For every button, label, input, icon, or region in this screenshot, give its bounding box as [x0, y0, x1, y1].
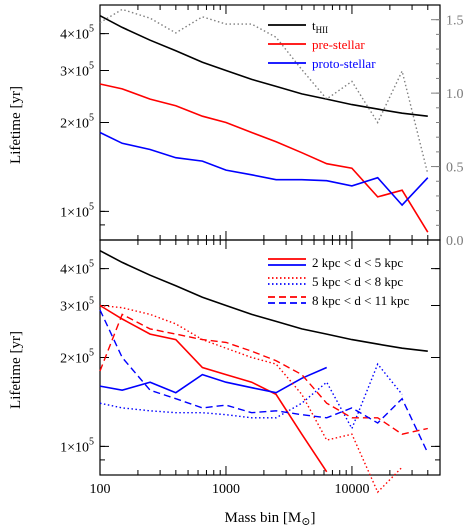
- y-tick-label: 4×105: [60, 259, 94, 278]
- legend-label-text: proto-stellar: [312, 56, 376, 71]
- series-line-1: [99, 83, 429, 233]
- x-tick-label: 1000: [212, 482, 240, 497]
- x-tick-label: 10000: [334, 482, 369, 497]
- legend-label: 5 kpc < d < 8 kpc: [312, 274, 403, 289]
- series-line-1: [99, 304, 328, 473]
- y-tick-label: 4×105: [60, 24, 94, 43]
- legend-label-subscript: HII: [316, 25, 329, 35]
- right-y-tick-label: 1.5: [446, 14, 463, 29]
- y-tick-label-exponent: 5: [89, 259, 94, 270]
- y-tick-label: 3×105: [60, 61, 94, 80]
- bottom-y-axis-label: Lifetime [yr]: [8, 331, 24, 409]
- legend: 2 kpc < d < 5 kpc 5 kpc < d < 8 kpc 8 kpc …: [268, 255, 409, 308]
- series-line-0: [99, 249, 428, 352]
- y-tick-label: 3×105: [60, 296, 94, 315]
- legend-label: 2 kpc < d < 5 kpc: [312, 255, 403, 270]
- y-tick-label-mantissa: 4×10: [60, 28, 89, 43]
- legend: tHII pre-stellar proto-stellar: [268, 18, 376, 71]
- series-line-0: [99, 14, 428, 117]
- y-tick-label-exponent: 5: [89, 296, 94, 307]
- legend-label-text: pre-stellar: [312, 37, 365, 52]
- series-line-2: [99, 131, 429, 207]
- right-y-tick-label: 0.5: [446, 161, 463, 176]
- y-tick-label: 1×105: [60, 436, 94, 455]
- right-y-tick-label: 0.0: [446, 234, 463, 249]
- y-tick-label-mantissa: 3×10: [60, 65, 89, 80]
- legend-label: proto-stellar: [312, 56, 376, 71]
- legend-label: pre-stellar: [312, 37, 365, 52]
- legend-label-text: t: [312, 18, 316, 33]
- y-tick-label-exponent: 5: [89, 201, 94, 212]
- x-axis-label: Mass bin [M⊙]: [225, 510, 316, 528]
- y-tick-label-mantissa: 1×10: [60, 205, 89, 220]
- y-tick-label-exponent: 5: [89, 61, 94, 72]
- y-tick-label-mantissa: 3×10: [60, 300, 89, 315]
- y-tick-label-exponent: 5: [89, 24, 94, 35]
- y-tick-label-exponent: 5: [89, 113, 94, 124]
- y-tick-label-mantissa: 4×10: [60, 263, 89, 278]
- series-line-3: [99, 304, 403, 494]
- y-tick-label-exponent: 5: [89, 348, 94, 359]
- legend-label: 8 kpc < d < 11 kpc: [312, 293, 409, 308]
- x-axis-label-end: ]: [310, 510, 315, 526]
- series-line-5: [99, 313, 428, 435]
- y-tick-label: 2×105: [60, 113, 94, 132]
- series-line-2: [99, 366, 328, 394]
- y-tick-label-mantissa: 1×10: [60, 440, 89, 455]
- y-tick-label: 1×105: [60, 201, 94, 220]
- series-line-4: [99, 362, 403, 431]
- top-panel: 1×1052×1053×1054×1050.00.51.01.5tHIIpre-…: [60, 4, 463, 249]
- right-y-tick-label: 1.0: [446, 87, 463, 102]
- series-line-3: [99, 8, 429, 175]
- legend-label: tHII: [312, 18, 328, 35]
- y-tick-label: 2×105: [60, 348, 94, 367]
- series-line-6: [99, 309, 429, 454]
- solar-symbol: ⊙: [301, 516, 310, 528]
- y-tick-label-mantissa: 2×10: [60, 117, 89, 132]
- top-y-axis-label: Lifetime [yr]: [8, 86, 24, 164]
- x-tick-label: 100: [90, 482, 111, 497]
- x-axis-label-main: Mass bin [M: [225, 510, 302, 526]
- y-tick-label-exponent: 5: [89, 436, 94, 447]
- y-tick-label-mantissa: 2×10: [60, 352, 89, 367]
